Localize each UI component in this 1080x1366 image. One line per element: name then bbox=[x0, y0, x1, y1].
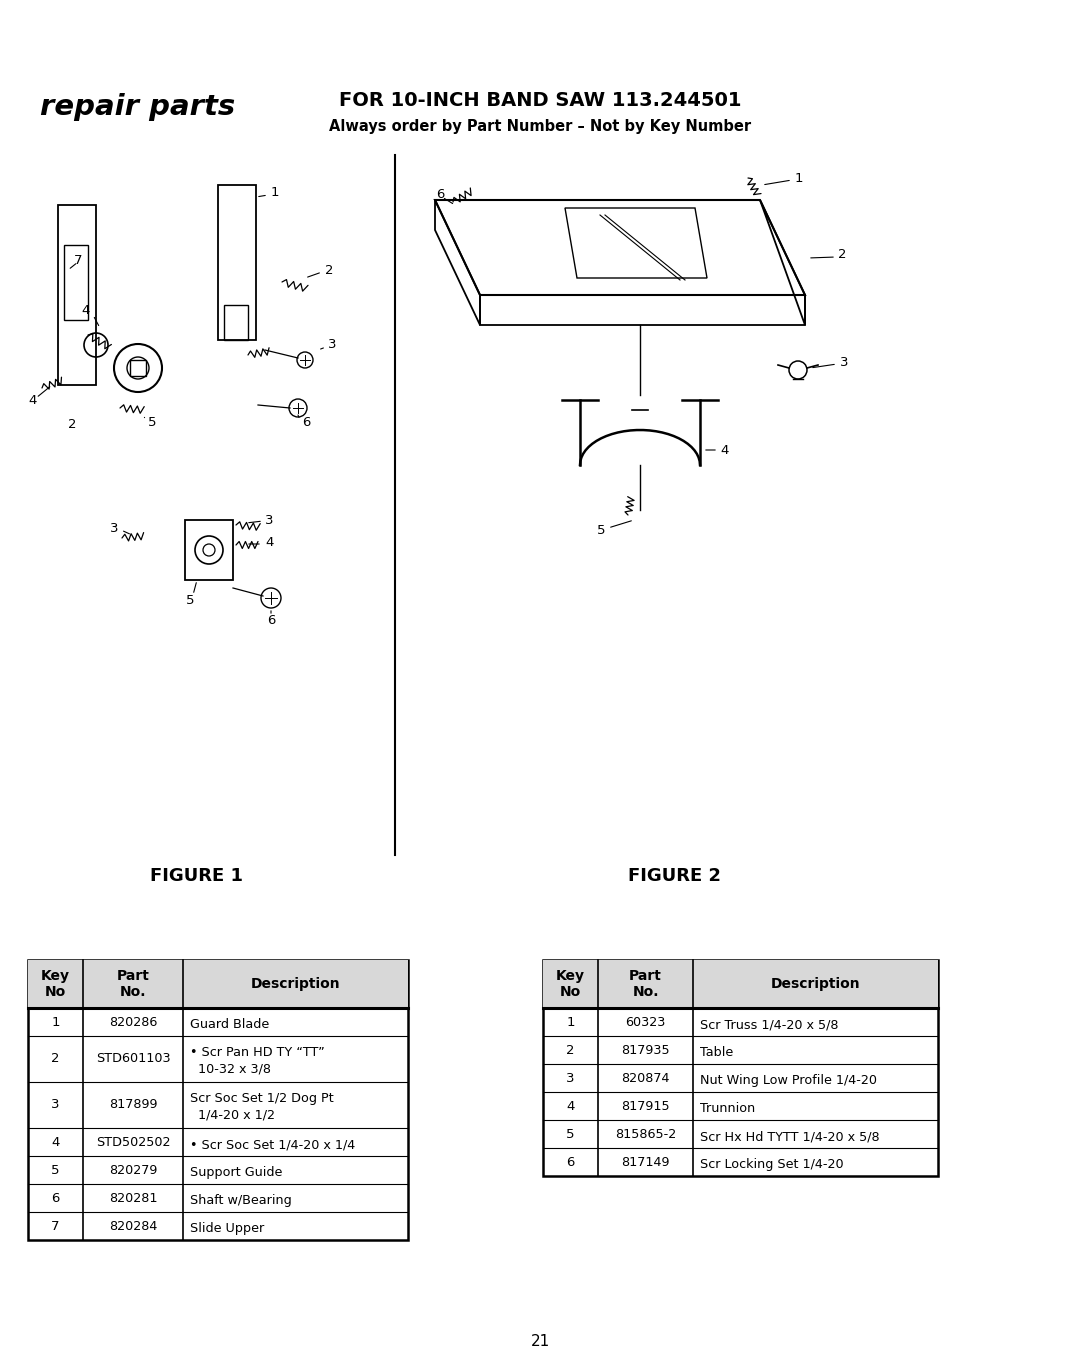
Text: 820281: 820281 bbox=[109, 1191, 158, 1205]
Text: 6: 6 bbox=[436, 189, 444, 202]
Text: Scr Hx Hd TYTT 1/4-20 x 5/8: Scr Hx Hd TYTT 1/4-20 x 5/8 bbox=[700, 1130, 879, 1143]
Bar bbox=[185, 520, 233, 581]
Text: STD601103: STD601103 bbox=[96, 1052, 171, 1065]
Text: 5: 5 bbox=[186, 593, 194, 607]
Text: 60323: 60323 bbox=[625, 1015, 665, 1029]
Text: 817899: 817899 bbox=[109, 1098, 158, 1112]
Text: 817935: 817935 bbox=[621, 1044, 670, 1056]
Text: repair parts: repair parts bbox=[40, 93, 235, 122]
Text: 5: 5 bbox=[51, 1164, 59, 1176]
Text: Scr Locking Set 1/4-20: Scr Locking Set 1/4-20 bbox=[700, 1158, 843, 1171]
Text: Description: Description bbox=[771, 977, 861, 990]
Text: 4: 4 bbox=[52, 1135, 59, 1149]
Text: 2: 2 bbox=[566, 1044, 575, 1056]
Text: 4: 4 bbox=[265, 537, 273, 549]
Text: 1: 1 bbox=[271, 187, 280, 199]
Text: 6: 6 bbox=[566, 1156, 575, 1168]
Text: 820286: 820286 bbox=[109, 1015, 158, 1029]
Text: 3: 3 bbox=[566, 1071, 575, 1085]
Text: 7: 7 bbox=[51, 1220, 59, 1232]
Bar bbox=[218, 184, 256, 340]
Text: Shaft w/Bearing: Shaft w/Bearing bbox=[190, 1194, 292, 1208]
Text: 6: 6 bbox=[302, 415, 310, 429]
Text: 3: 3 bbox=[265, 514, 273, 526]
Text: Support Guide: Support Guide bbox=[190, 1167, 282, 1179]
Text: STD502502: STD502502 bbox=[96, 1135, 171, 1149]
Bar bbox=[58, 205, 96, 385]
Text: 6: 6 bbox=[267, 613, 275, 627]
Text: Key
No: Key No bbox=[41, 968, 70, 999]
Text: 820284: 820284 bbox=[109, 1220, 158, 1232]
Text: • Scr Pan HD TY “TT”
  10-32 x 3/8: • Scr Pan HD TY “TT” 10-32 x 3/8 bbox=[190, 1046, 325, 1075]
Text: 815865-2: 815865-2 bbox=[615, 1127, 676, 1141]
Text: 817149: 817149 bbox=[621, 1156, 670, 1168]
Text: Slide Upper: Slide Upper bbox=[190, 1223, 265, 1235]
Text: 2: 2 bbox=[325, 264, 334, 276]
Text: 2: 2 bbox=[838, 249, 847, 261]
Text: Scr Soc Set 1/2 Dog Pt
  1/4-20 x 1/2: Scr Soc Set 1/2 Dog Pt 1/4-20 x 1/2 bbox=[190, 1091, 334, 1121]
Text: 820279: 820279 bbox=[109, 1164, 158, 1176]
Text: Always order by Part Number – Not by Key Number: Always order by Part Number – Not by Key… bbox=[329, 119, 751, 134]
Text: 4: 4 bbox=[28, 393, 37, 407]
Text: Trunnion: Trunnion bbox=[700, 1102, 755, 1115]
Bar bbox=[28, 960, 408, 1240]
Text: 4: 4 bbox=[566, 1100, 575, 1112]
Text: 2: 2 bbox=[68, 418, 77, 432]
Text: 4: 4 bbox=[720, 444, 728, 456]
Text: 820874: 820874 bbox=[621, 1071, 670, 1085]
Text: 3: 3 bbox=[51, 1098, 59, 1112]
Text: Guard Blade: Guard Blade bbox=[190, 1018, 269, 1031]
Text: 817915: 817915 bbox=[621, 1100, 670, 1112]
Bar bbox=[28, 960, 408, 1008]
Text: Table: Table bbox=[700, 1046, 733, 1059]
Text: 5: 5 bbox=[566, 1127, 575, 1141]
Text: 1: 1 bbox=[795, 172, 804, 184]
Text: Key
No: Key No bbox=[556, 968, 585, 999]
Text: 1: 1 bbox=[51, 1015, 59, 1029]
Text: 3: 3 bbox=[109, 522, 118, 534]
Text: Nut Wing Low Profile 1/4-20: Nut Wing Low Profile 1/4-20 bbox=[700, 1074, 877, 1087]
Text: 6: 6 bbox=[52, 1191, 59, 1205]
Text: FIGURE 2: FIGURE 2 bbox=[629, 867, 721, 885]
Text: FIGURE 1: FIGURE 1 bbox=[150, 867, 243, 885]
Text: Scr Truss 1/4-20 x 5/8: Scr Truss 1/4-20 x 5/8 bbox=[700, 1018, 838, 1031]
Bar bbox=[543, 960, 939, 1176]
Text: 7: 7 bbox=[73, 254, 82, 266]
Text: 1: 1 bbox=[566, 1015, 575, 1029]
Text: Part
No.: Part No. bbox=[117, 968, 149, 999]
Text: 3: 3 bbox=[840, 355, 849, 369]
Text: Part
No.: Part No. bbox=[629, 968, 662, 999]
Text: 4: 4 bbox=[82, 303, 91, 317]
Bar bbox=[224, 305, 248, 340]
Text: 2: 2 bbox=[51, 1052, 59, 1065]
Bar bbox=[543, 960, 939, 1008]
Bar bbox=[130, 361, 146, 376]
Bar bbox=[64, 245, 87, 320]
Text: FOR 10-INCH BAND SAW 113.244501: FOR 10-INCH BAND SAW 113.244501 bbox=[339, 90, 741, 109]
Text: 3: 3 bbox=[328, 339, 337, 351]
Text: 21: 21 bbox=[530, 1335, 550, 1350]
Text: 5: 5 bbox=[148, 415, 157, 429]
Text: 5: 5 bbox=[596, 523, 605, 537]
Text: Description: Description bbox=[251, 977, 340, 990]
Text: • Scr Soc Set 1/4-20 x 1/4: • Scr Soc Set 1/4-20 x 1/4 bbox=[190, 1138, 355, 1152]
